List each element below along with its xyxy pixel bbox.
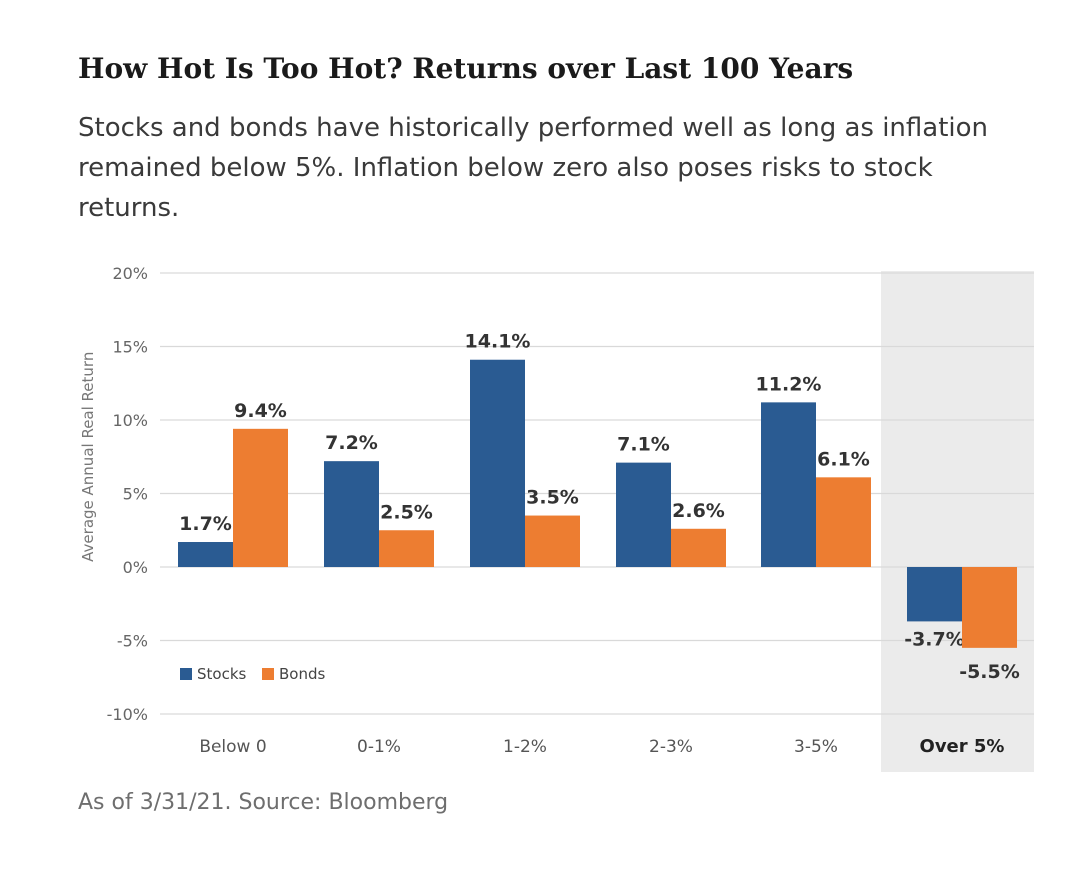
bar-stocks-0	[178, 542, 233, 567]
bar-bonds-1	[379, 530, 434, 567]
legend-swatch-stocks	[180, 668, 192, 680]
data-label-stocks-2: 14.1%	[465, 331, 531, 353]
y-axis-label: Average Annual Real Return	[79, 352, 97, 562]
legend-label-stocks: Stocks	[197, 665, 247, 683]
data-label-bonds-1: 2.5%	[380, 501, 433, 523]
highlight-band	[881, 271, 1034, 772]
x-category-label: 0-1%	[357, 737, 401, 757]
chart-subtitle: Stocks and bonds have historically perfo…	[78, 113, 989, 223]
x-category-label: 2-3%	[649, 737, 693, 757]
x-category-label: 3-5%	[794, 737, 838, 757]
x-category-label: Below 0	[199, 737, 266, 757]
bar-bonds-5	[962, 567, 1017, 648]
data-label-bonds-5: -5.5%	[959, 661, 1020, 683]
bar-bonds-2	[525, 515, 580, 567]
bar-bonds-0	[233, 428, 288, 567]
y-tick-label: -10%	[107, 705, 148, 724]
bar-bonds-3	[671, 528, 726, 567]
bar-bonds-4	[816, 477, 871, 567]
data-label-stocks-3: 7.1%	[617, 434, 670, 456]
source-note: As of 3/31/21. Source: Bloomberg	[78, 790, 449, 815]
legend-swatch-bonds	[262, 668, 274, 680]
y-tick-label: 0%	[123, 558, 148, 577]
data-label-stocks-4: 11.2%	[756, 373, 822, 395]
legend-label-bonds: Bonds	[279, 665, 325, 683]
data-label-stocks-0: 1.7%	[179, 513, 232, 535]
bar-stocks-2	[470, 359, 525, 567]
bar-stocks-3	[616, 462, 671, 567]
data-label-bonds-4: 6.1%	[817, 448, 870, 470]
data-label-stocks-1: 7.2%	[325, 432, 378, 454]
y-tick-label: 15%	[112, 338, 148, 357]
y-tick-label: 10%	[112, 411, 148, 430]
y-tick-label: 5%	[123, 485, 148, 504]
chart-title: How Hot Is Too Hot? Returns over Last 10…	[78, 52, 854, 85]
data-label-bonds-2: 3.5%	[526, 487, 579, 509]
bar-stocks-1	[324, 461, 379, 567]
x-category-label: 1-2%	[503, 737, 547, 757]
bar-stocks-4	[761, 402, 816, 567]
bar-stocks-5	[907, 567, 962, 622]
y-tick-label: -5%	[117, 632, 148, 651]
data-label-bonds-0: 9.4%	[234, 400, 287, 422]
data-label-bonds-3: 2.6%	[672, 500, 725, 522]
x-category-label: Over 5%	[920, 736, 1005, 757]
data-label-stocks-5: -3.7%	[904, 628, 965, 650]
y-tick-label: 20%	[112, 264, 148, 283]
